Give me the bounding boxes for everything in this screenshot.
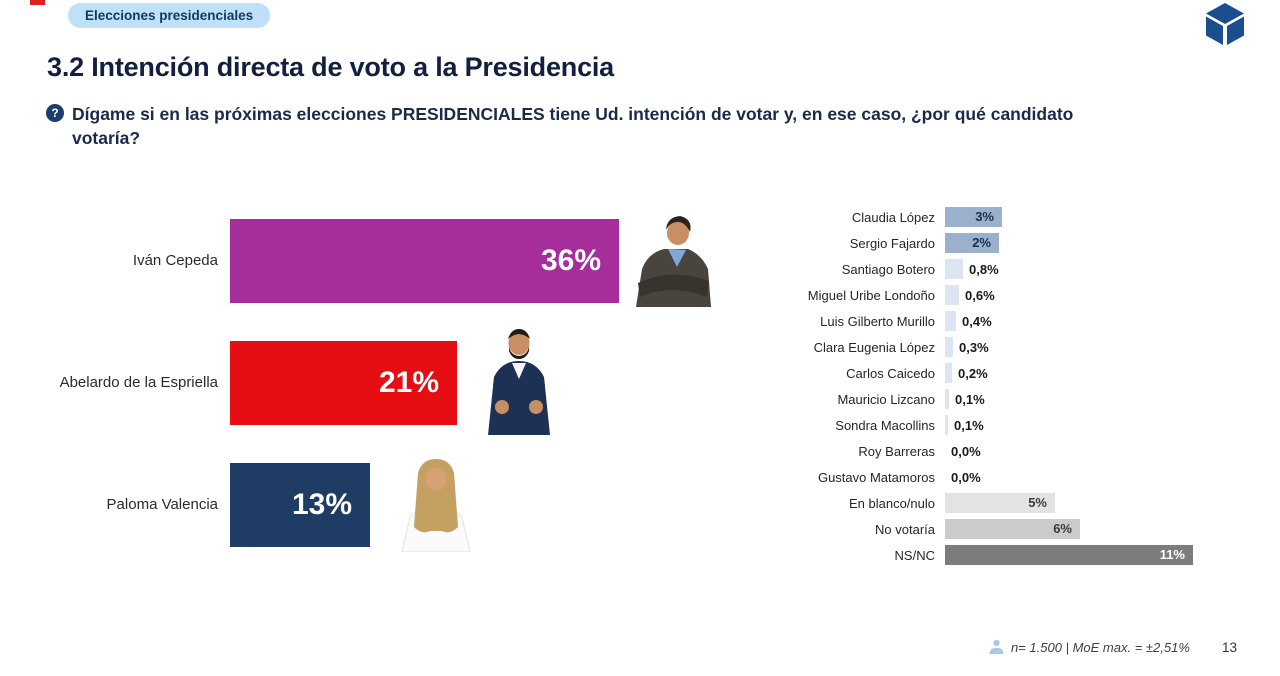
result-bar: 6%	[945, 519, 1080, 539]
minor-candidate-row: Clara Eugenia López 0,3%	[700, 334, 1220, 360]
cube-logo-icon	[1203, 2, 1247, 46]
result-bar: 5%	[945, 493, 1055, 513]
result-value: 0,1%	[954, 417, 984, 433]
result-bar-zone: 6%	[945, 519, 1220, 539]
result-bar	[945, 311, 956, 331]
result-bar-zone: 0,1%	[945, 389, 1220, 409]
result-value: 2%	[972, 235, 991, 250]
candidate-label: Miguel Uribe Londoño	[807, 287, 935, 303]
page-title: 3.2 Intención directa de voto a la Presi…	[47, 52, 615, 82]
survey-question: Dígame si en las próximas elecciones PRE…	[72, 102, 1222, 150]
result-value: 0,1%	[955, 391, 985, 407]
result-bar-zone: 0,0%	[945, 441, 1220, 461]
result-bar-zone: 0,6%	[945, 285, 1220, 305]
candidate-label: Claudia López	[851, 209, 935, 225]
result-value: 0,4%	[962, 313, 992, 329]
result-bar-zone: 2%	[945, 233, 1220, 253]
minor-candidate-row: No votaría 6%	[700, 516, 1220, 542]
result-value: 36%	[540, 244, 601, 277]
minor-candidate-row: Mauricio Lizcano 0,1%	[700, 386, 1220, 412]
candidate-label: En blanco/nulo	[848, 495, 935, 511]
result-value: 11%	[1159, 547, 1185, 562]
result-value: 13%	[291, 488, 352, 521]
result-value: 6%	[1053, 521, 1072, 536]
result-bar	[945, 337, 953, 357]
candidate-label: Gustavo Matamoros	[817, 469, 935, 485]
person-icon	[988, 638, 1005, 655]
paloma-valencia-photo	[388, 455, 484, 552]
result-bar: 3%	[945, 207, 1002, 227]
minor-candidate-row: NS/NC 11%	[700, 542, 1220, 568]
minor-candidate-row: Sergio Fajardo 2%	[700, 230, 1220, 256]
minor-candidate-row: Miguel Uribe Londoño 0,6%	[700, 282, 1220, 308]
result-value: 0,8%	[969, 261, 999, 277]
sample-size-note: n= 1.500 | MoE max. = ±2,51%	[1011, 640, 1190, 655]
result-value: 0,0%	[951, 443, 981, 459]
result-bar: 36%	[230, 219, 619, 303]
result-bar-zone: 3%	[945, 207, 1220, 227]
result-bar: 13%	[230, 463, 370, 547]
result-bar: 11%	[945, 545, 1193, 565]
result-bar-zone: 5%	[945, 493, 1220, 513]
candidate-label: Sergio Fajardo	[849, 235, 935, 251]
result-bar	[945, 285, 959, 305]
result-bar-zone: 0,8%	[945, 259, 1220, 279]
minor-candidate-row: Carlos Caicedo 0,2%	[700, 360, 1220, 386]
result-value: 0,2%	[958, 365, 988, 381]
survey-question-line2: votaría?	[72, 128, 141, 148]
minor-candidate-row: Luis Gilberto Murillo 0,4%	[700, 308, 1220, 334]
candidate-label: Clara Eugenia López	[813, 339, 935, 355]
result-bar-zone: 0,2%	[945, 363, 1220, 383]
minor-candidate-row: Gustavo Matamoros 0,0%	[700, 464, 1220, 490]
ivan-cepeda-photo	[630, 213, 714, 307]
result-value: 0,0%	[951, 469, 981, 485]
candidate-label: Santiago Botero	[841, 261, 935, 277]
candidate-label: Roy Barreras	[858, 443, 935, 459]
result-bar-zone: 11%	[945, 545, 1220, 565]
result-bar-zone: 0,1%	[945, 415, 1220, 435]
abelardo-espriella-photo	[478, 327, 560, 435]
minor-candidate-row: Claudia López 3%	[700, 204, 1220, 230]
section-badge: Elecciones presidenciales	[68, 3, 271, 28]
candidate-label: No votaría	[875, 521, 935, 537]
question-mark-icon: ?	[46, 104, 64, 122]
result-value: 3%	[975, 209, 994, 224]
candidate-label: NS/NC	[894, 547, 935, 563]
result-value: 0,6%	[965, 287, 995, 303]
candidate-label: Abelardo de la Espriella	[59, 374, 218, 391]
minor-candidate-row: Roy Barreras 0,0%	[700, 438, 1220, 464]
candidate-label: Carlos Caicedo	[846, 365, 935, 381]
result-bar	[945, 415, 948, 435]
result-bar-zone: 0,0%	[945, 467, 1220, 487]
survey-question-line1: Dígame si en las próximas elecciones PRE…	[72, 104, 1074, 124]
result-bar: 21%	[230, 341, 457, 425]
result-bar	[945, 259, 963, 279]
result-bar-zone: 0,4%	[945, 311, 1220, 331]
candidate-label: Paloma Valencia	[106, 496, 218, 513]
minor-candidate-row: Sondra Macollins 0,1%	[700, 412, 1220, 438]
result-bar	[945, 363, 952, 383]
result-value: 21%	[378, 366, 439, 399]
minor-candidate-row: Santiago Botero 0,8%	[700, 256, 1220, 282]
result-value: 5%	[1028, 495, 1047, 510]
candidate-label: Mauricio Lizcano	[837, 391, 935, 407]
minor-candidates-chart: Claudia López 3% Sergio Fajardo 2% Santiago …	[700, 204, 1220, 568]
minor-candidate-row: En blanco/nulo 5%	[700, 490, 1220, 516]
result-bar	[945, 389, 949, 409]
page-number: 13	[1222, 640, 1238, 655]
result-bar: 2%	[945, 233, 999, 253]
cropped-red-mark	[30, 0, 45, 5]
candidate-label: Luis Gilberto Murillo	[820, 313, 935, 329]
candidate-label: Iván Cepeda	[132, 252, 218, 269]
result-bar-zone: 0,3%	[945, 337, 1220, 357]
candidate-label: Sondra Macollins	[835, 417, 935, 433]
result-value: 0,3%	[959, 339, 989, 355]
